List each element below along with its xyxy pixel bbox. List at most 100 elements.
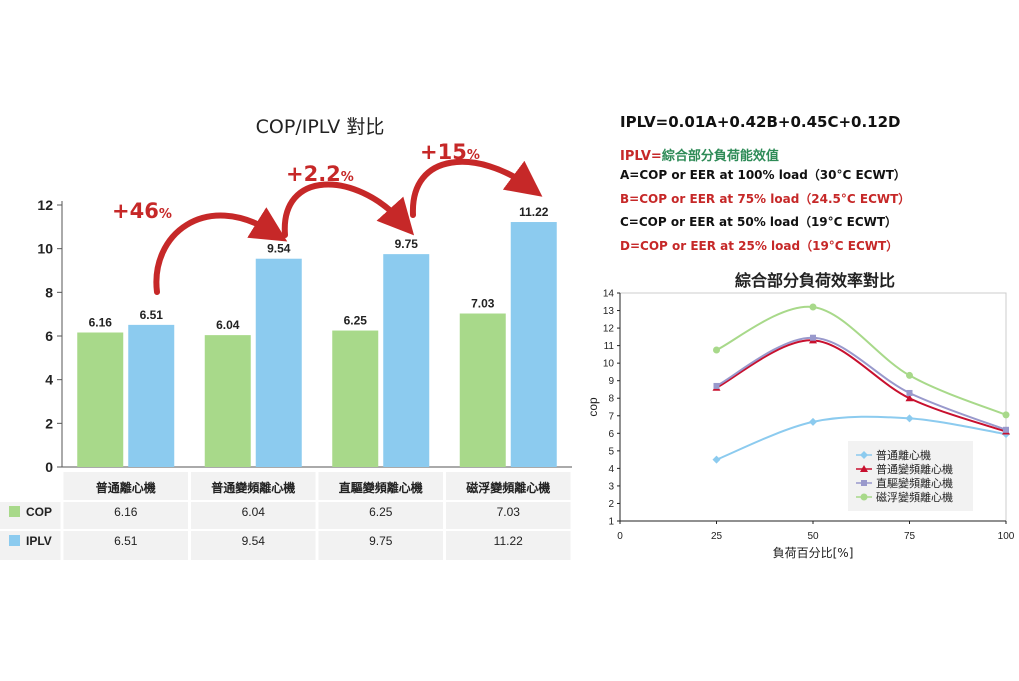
y-tick-label: 3	[608, 481, 614, 492]
y-tick-label: 4	[608, 464, 614, 475]
bar-cop	[204, 335, 251, 467]
y-tick-label: 10	[37, 241, 53, 257]
iplv-definition-text: 綜合部分負荷能效值	[661, 149, 779, 164]
table-cell: 6.25	[369, 505, 393, 519]
y-tick-label: 8	[608, 394, 614, 405]
bar-cop	[459, 313, 506, 467]
line-chart-title: 綜合部分負荷效率對比	[734, 271, 895, 290]
y-tick-label: 13	[603, 306, 615, 317]
point-marker	[860, 465, 868, 472]
bar-value-label: 7.03	[471, 297, 495, 311]
table-cell: 6.51	[114, 534, 138, 548]
point-marker	[906, 371, 913, 379]
bar-value-label: 11.22	[519, 205, 549, 219]
category-label: 普通變頻離心機	[211, 480, 295, 495]
point-marker	[713, 382, 720, 389]
y-tick-label: 2	[608, 499, 614, 510]
y-tick-label: 7	[608, 411, 614, 422]
category-label: 普通離心機	[96, 480, 156, 495]
increase-arrow-1	[153, 207, 288, 295]
legend-box	[848, 441, 973, 511]
bar-iplv	[510, 222, 557, 467]
legend-swatch-iplv	[9, 535, 20, 546]
increase-label-3: +15%	[420, 140, 480, 164]
category-label: 直驅變頻離心機	[339, 480, 423, 495]
legend-label: 普通離心機	[876, 448, 931, 462]
iplv-formula: IPLV=0.01A+0.42B+0.45C+0.12D	[620, 113, 901, 131]
y-axis-label: cop	[586, 397, 600, 417]
point-marker	[809, 417, 817, 426]
table-cell: 6.04	[242, 505, 266, 519]
bar-value-label: 9.75	[395, 237, 419, 251]
x-tick-label: 25	[711, 531, 723, 542]
bar-iplv	[255, 258, 302, 467]
point-marker	[906, 389, 913, 396]
increase-arrow-2	[281, 181, 415, 238]
table-cell: 11.22	[494, 534, 523, 548]
point-marker	[905, 394, 914, 402]
point-marker	[860, 451, 868, 459]
definition-b: B=COP or EER at 75% load（24.5°C ECWT）	[620, 192, 911, 206]
bar-value-label: 6.25	[344, 314, 368, 328]
point-marker	[810, 334, 816, 341]
y-tick-label: 11	[604, 341, 615, 352]
point-marker	[1002, 411, 1010, 419]
table-row-cop	[0, 502, 572, 529]
series-line	[716, 415, 1007, 461]
x-axis-label: 負荷百分比[%]	[773, 546, 854, 560]
legend-label: 直驅變頻離心機	[876, 476, 953, 490]
y-tick-label: 14	[603, 289, 615, 300]
table-row-iplv	[0, 531, 572, 560]
definition-c: C=COP or EER at 50% load（19°C ECWT）	[620, 215, 898, 229]
bar-value-label: 6.16	[89, 316, 113, 330]
increase-label-2: +2.2%	[286, 162, 354, 186]
legend-label: 普通變頻離心機	[876, 462, 953, 476]
point-marker	[713, 346, 720, 354]
y-tick-label: 12	[37, 197, 53, 213]
iplv-definition-lead: IPLV=	[620, 149, 662, 164]
series-4	[713, 303, 1010, 419]
bar-value-label: 9.54	[267, 242, 291, 256]
y-tick-label: 6	[45, 328, 53, 344]
x-tick-label: 100	[998, 531, 1015, 542]
bar-value-label: 6.04	[216, 318, 240, 332]
point-marker	[860, 493, 868, 501]
series-line	[716, 336, 1007, 431]
bar-iplv	[383, 254, 430, 467]
series-line	[716, 339, 1007, 433]
bar-cop	[77, 332, 124, 467]
series-3	[713, 334, 1009, 433]
y-tick-label: 2	[45, 415, 53, 431]
x-tick-label: 75	[904, 531, 916, 542]
bar-value-label: 6.51	[140, 308, 164, 322]
legend-swatch-cop	[9, 506, 20, 517]
point-marker	[712, 455, 721, 464]
y-tick-label: 9	[608, 376, 614, 387]
table-cell: 9.75	[369, 534, 393, 548]
y-tick-label: 8	[45, 284, 53, 300]
increase-arrow-3	[409, 158, 543, 218]
bar-cop	[332, 330, 379, 467]
legend-label: 磁浮變頻離心機	[876, 490, 953, 504]
category-label: 磁浮變頻離心機	[465, 480, 550, 495]
row-label-cop: COP	[26, 505, 52, 519]
x-tick-label: 0	[617, 531, 623, 542]
row-label-iplv: IPLV	[26, 534, 52, 548]
y-tick-label: 12	[603, 324, 615, 335]
table-cell: 6.16	[114, 505, 138, 519]
iplv-definition: IPLV=綜合部分負荷能效值	[620, 145, 779, 164]
point-marker	[905, 414, 914, 423]
table-cell: 7.03	[497, 505, 521, 519]
y-tick-label: 5	[608, 446, 614, 457]
y-tick-label: 4	[45, 372, 53, 388]
y-tick-label: 1	[608, 517, 614, 528]
point-marker	[861, 480, 867, 486]
increase-label-1: +46%	[112, 199, 172, 223]
bar-chart-title: COP/IPLV 對比	[255, 116, 385, 138]
y-tick-label: 10	[603, 359, 615, 370]
y-tick-label: 0	[45, 459, 53, 475]
y-tick-label: 6	[608, 429, 614, 440]
series-line	[716, 305, 1007, 416]
